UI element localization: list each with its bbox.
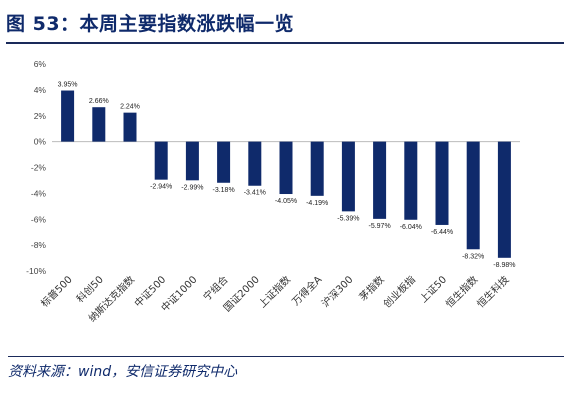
y-tick-label: 2%: [34, 111, 47, 121]
bar: [373, 141, 387, 219]
bar: [310, 141, 324, 196]
y-tick-label: 4%: [34, 85, 47, 95]
category-label: 茅指数: [356, 273, 386, 303]
bar-chart: 6% 4% 2% 0% -2% -4% -6% -8% -10% 3.95% 标普500 2.66% 科…: [26, 59, 520, 325]
bar-value-label: -3.41%: [244, 190, 266, 197]
source-note: 资料来源：wind，安信证券研究中心: [8, 356, 564, 386]
figure-title: 图 53：本周主要指数涨跌幅一览: [6, 6, 564, 44]
bar: [154, 141, 168, 180]
bar: [185, 141, 199, 181]
bar-value-label: -5.97%: [369, 223, 391, 230]
bar-value-label: -8.98%: [493, 262, 515, 269]
bar: [435, 141, 449, 225]
bar-value-label: -2.99%: [181, 184, 203, 191]
bar: [92, 107, 106, 142]
category-label: 创业板指: [380, 273, 417, 310]
bar: [404, 141, 418, 220]
category-label: 恒生科技: [474, 273, 511, 310]
bar-value-label: -4.19%: [306, 200, 328, 207]
bar-value-label: -6.44%: [431, 229, 453, 236]
category-label: 恒生指数: [443, 273, 480, 310]
y-tick-label: -2%: [31, 163, 47, 173]
bar: [279, 141, 293, 195]
category-label: 万得全A: [289, 273, 324, 308]
bar-value-label: 3.95%: [58, 82, 78, 89]
category-label: 沪深300: [319, 273, 356, 310]
y-tick-label: 0%: [34, 137, 47, 147]
bar-value-label: -2.94%: [150, 184, 172, 191]
bar-value-label: 2.66%: [89, 98, 109, 105]
category-label: 上证指数: [256, 273, 293, 310]
bar: [248, 141, 262, 186]
bar: [466, 141, 480, 250]
y-tick-label: 6%: [34, 59, 47, 69]
bar-value-label: -3.18%: [213, 187, 235, 194]
y-tick-label: -10%: [26, 266, 46, 276]
category-label: 标普500: [38, 273, 75, 310]
y-tick-label: -6%: [31, 214, 47, 224]
bar-value-label: -8.32%: [462, 253, 484, 260]
bar: [61, 90, 75, 142]
bar: [123, 112, 137, 142]
y-tick-label: -8%: [31, 240, 47, 250]
category-label: 科创50: [74, 273, 106, 305]
bar-value-label: 2.24%: [120, 104, 140, 111]
bar-value-label: -5.39%: [337, 215, 359, 222]
bar-value-label: -4.05%: [275, 198, 297, 205]
category-label: 宁组合: [200, 273, 230, 303]
bar-value-label: -6.04%: [400, 224, 422, 231]
bar: [341, 141, 355, 212]
bar: [497, 141, 511, 258]
bar: [217, 141, 231, 183]
category-label: 上证50: [417, 274, 449, 306]
y-tick-label: -4%: [31, 188, 47, 198]
